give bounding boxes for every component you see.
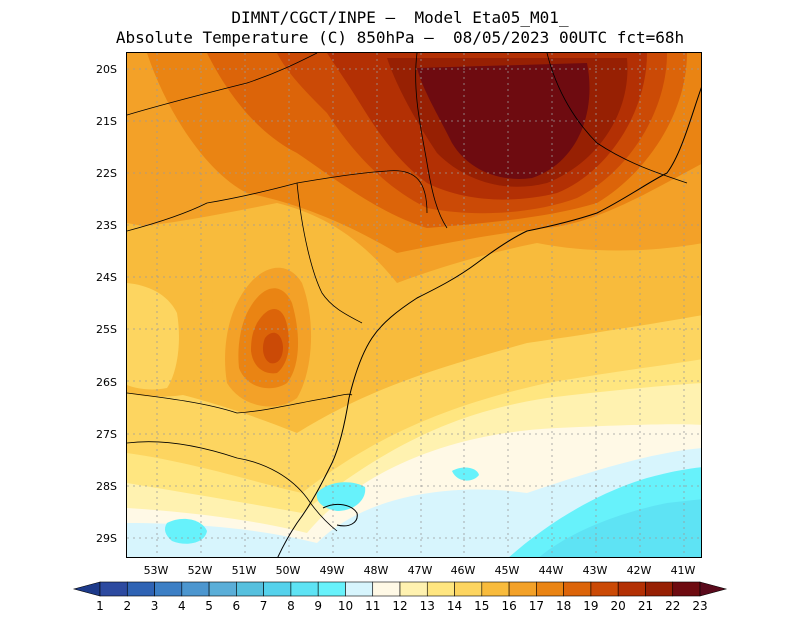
colorbar-label: 19 (583, 599, 599, 613)
colorbar-label: 6 (232, 599, 241, 613)
colorbar-label: 18 (555, 599, 572, 613)
colorbar-swatch (290, 581, 319, 597)
lat-label-29s: 29S (96, 532, 117, 545)
colorbar-label: 4 (177, 599, 186, 613)
colorbar-swatch (345, 581, 374, 597)
colorbar-label: 16 (501, 599, 517, 613)
colorbar-swatch (590, 581, 619, 597)
lat-label-22s: 22S (96, 167, 117, 180)
lat-label-23s: 23S (96, 219, 117, 232)
colorbar-label: 2 (123, 599, 132, 613)
lat-label-26s: 26S (96, 376, 117, 389)
colorbar-label: 22 (665, 599, 681, 613)
colorbar-label: 11 (365, 599, 381, 613)
lon-label-43w: 43W (582, 564, 608, 577)
field-14-west (127, 283, 179, 390)
lat-label-21s: 21S (96, 115, 117, 128)
lon-label-52w: 52W (187, 564, 213, 577)
lat-label-20s: 20S (96, 63, 117, 76)
field-9-east (539, 499, 701, 557)
lon-label-44w: 44W (538, 564, 564, 577)
lon-label-53w: 53W (143, 564, 169, 577)
lat-label-24s: 24S (96, 271, 117, 284)
lat-label-25s: 25S (96, 323, 117, 336)
colorbar-label: 14 (446, 599, 463, 613)
colorbar-label: 8 (287, 599, 295, 613)
coastline (277, 87, 701, 557)
colorbar-label: 9 (314, 599, 322, 613)
colorbar-label: 5 (205, 599, 213, 613)
colorbar-swatch (317, 581, 346, 597)
colorbar-swatch (536, 581, 564, 597)
lon-label-45w: 45W (494, 564, 520, 577)
colorbar-under-arrow (72, 581, 101, 597)
field-19-inland (262, 332, 283, 364)
colorbar-label: 10 (337, 599, 354, 613)
colorbar-swatch (154, 581, 183, 597)
lat-label-27s: 27S (96, 428, 117, 441)
map-title: DIMNT/CGCT/INPE – Model Eta05_M01_ (231, 8, 569, 27)
colorbar-label: 23 (692, 599, 708, 613)
lon-label-49w: 49W (319, 564, 345, 577)
colorbar-label: 1 (96, 599, 104, 613)
lon-label-47w: 47W (407, 564, 433, 577)
colorbar-swatch (426, 581, 455, 597)
graticule (127, 53, 701, 557)
colorbar-swatch (454, 581, 483, 597)
map-subtitle: Absolute Temperature (C) 850hPa – 08/05/… (115, 28, 685, 47)
colorbar-swatch (481, 581, 510, 597)
colorbar-swatch (99, 581, 128, 597)
lon-label-50w: 50W (275, 564, 301, 577)
colorbar-swatch (181, 581, 210, 597)
colorbar-label: 21 (637, 599, 654, 613)
temperature-field (127, 53, 701, 557)
field-10-west (164, 518, 207, 544)
lat-label-28s: 28S (96, 480, 117, 493)
lon-label-42w: 42W (626, 564, 652, 577)
colorbar-swatch (563, 581, 592, 597)
colorbar-label: 15 (474, 599, 490, 613)
colorbar-swatch (236, 581, 264, 597)
colorbar-swatch (672, 581, 701, 597)
colorbar-swatch (508, 581, 537, 597)
colorbar-swatch (126, 581, 155, 597)
lon-label-48w: 48W (363, 564, 389, 577)
colorbar-swatch (617, 581, 646, 597)
colorbar-label: 20 (610, 599, 626, 613)
lon-label-51w: 51W (231, 564, 257, 577)
lon-label-41w: 41W (670, 564, 696, 577)
lon-label-46w: 46W (450, 564, 476, 577)
colorbar-label: 3 (150, 599, 159, 613)
colorbar (72, 581, 728, 597)
field-22 (417, 63, 590, 179)
colorbar-swatch (208, 581, 237, 597)
colorbar-over-arrow (699, 581, 728, 597)
colorbar-label: 12 (392, 599, 408, 613)
colorbar-swatch (372, 581, 401, 597)
colorbar-swatch (645, 581, 674, 597)
map-panel (126, 52, 702, 558)
field-10-coast (316, 482, 366, 511)
colorbar-label: 7 (259, 599, 268, 613)
colorbar-swatch (399, 581, 428, 597)
colorbar-label: 13 (419, 599, 435, 613)
colorbar-label: 17 (528, 599, 544, 613)
field-10-ocean (452, 467, 479, 481)
colorbar-swatch (263, 581, 292, 597)
state-borders (127, 53, 688, 532)
